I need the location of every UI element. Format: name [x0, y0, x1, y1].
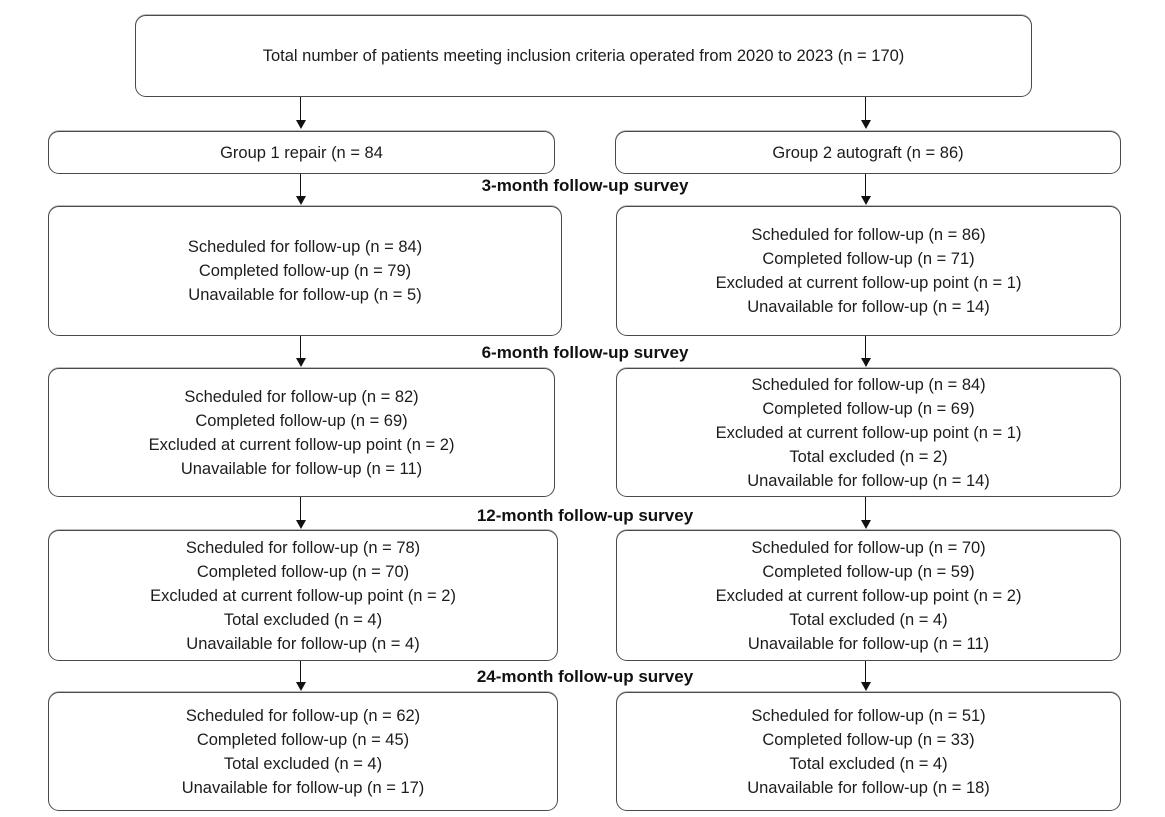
arrow-down-icon	[860, 661, 871, 691]
flow-line: Completed follow-up (n = 71)	[762, 250, 975, 268]
flow-line: Total excluded (n = 4)	[223, 754, 383, 773]
flow-line: Unavailable for follow-up (n = 14)	[747, 471, 990, 490]
stage-label-12-month: 12-month follow-up survey	[476, 506, 694, 525]
arrow-down-icon	[295, 174, 306, 205]
flow-line: Unavailable for follow-up (n = 11)	[747, 634, 990, 653]
stage-24mo-group2-box: Scheduled for follow-up (n = 51) Complet…	[616, 692, 1121, 811]
flow-line: Scheduled for follow-up (n = 62)	[185, 706, 421, 725]
flow-line: Total excluded (n = 4)	[223, 610, 383, 629]
flow-line: Unavailable for follow-up (n = 4)	[186, 634, 420, 653]
total-patients-box: Total number of patients meeting inclusi…	[135, 15, 1032, 97]
arrow-down-icon	[860, 497, 871, 529]
arrow-down-icon	[295, 497, 306, 529]
arrow-down-icon	[295, 661, 306, 691]
flow-line: Scheduled for follow-up (n = 51)	[751, 706, 986, 725]
stage-6mo-group1-box: Scheduled for follow-up (n = 82) Complet…	[48, 368, 555, 497]
group1-repair-box: Group 1 repair (n = 84	[48, 131, 555, 174]
flow-line: Unavailable for follow-up (n = 11)	[180, 459, 423, 478]
flow-line: Completed follow-up (n = 79)	[198, 262, 412, 280]
group2-label: Group 2 autograft (n = 86)	[772, 143, 964, 162]
stage-3mo-group1-box: Scheduled for follow-up (n = 84) Complet…	[48, 206, 562, 336]
flow-line: Excluded at current follow-up point (n =…	[148, 435, 455, 454]
flow-line: Unavailable for follow-up (n = 17)	[181, 778, 425, 797]
flow-line: Scheduled for follow-up (n = 84)	[751, 375, 986, 394]
arrow-down-icon	[860, 174, 871, 205]
flow-line: Completed follow-up (n = 45)	[196, 730, 410, 749]
flow-line: Excluded at current follow-up point (n =…	[715, 423, 1022, 442]
group2-autograft-box: Group 2 autograft (n = 86)	[615, 131, 1121, 174]
arrow-down-icon	[295, 97, 306, 129]
flow-line: Completed follow-up (n = 69)	[762, 399, 975, 418]
flow-line: Scheduled for follow-up (n = 78)	[185, 538, 421, 557]
flow-line: Unavailable for follow-up (n = 18)	[747, 778, 990, 797]
total-patients-text: Total number of patients meeting inclusi…	[262, 47, 905, 65]
arrow-down-icon	[860, 336, 871, 367]
stage-label-6-month: 6-month follow-up survey	[481, 343, 689, 362]
flow-line: Scheduled for follow-up (n = 70)	[751, 538, 986, 557]
flow-line: Unavailable for follow-up (n = 14)	[747, 298, 990, 316]
arrow-down-icon	[295, 336, 306, 367]
arrow-down-icon	[860, 97, 871, 129]
flow-line: Scheduled for follow-up (n = 84)	[187, 238, 423, 256]
flow-line: Completed follow-up (n = 69)	[195, 411, 408, 430]
flow-line: Excluded at current follow-up point (n =…	[715, 586, 1022, 605]
flow-line: Unavailable for follow-up (n = 5)	[188, 286, 422, 304]
stage-label-3-month: 3-month follow-up survey	[481, 176, 689, 195]
flow-line: Excluded at current follow-up point (n =…	[715, 274, 1022, 292]
flow-line: Total excluded (n = 2)	[789, 447, 948, 466]
flow-line: Completed follow-up (n = 33)	[762, 730, 975, 749]
flow-line: Completed follow-up (n = 70)	[196, 562, 410, 581]
flow-line: Excluded at current follow-up point (n =…	[150, 586, 456, 605]
stage-12mo-group2-box: Scheduled for follow-up (n = 70) Complet…	[616, 530, 1121, 661]
flow-line: Total excluded (n = 4)	[789, 754, 948, 773]
flow-line: Scheduled for follow-up (n = 82)	[184, 387, 419, 406]
stage-12mo-group1-box: Scheduled for follow-up (n = 78) Complet…	[48, 530, 558, 661]
group1-label: Group 1 repair (n = 84	[220, 143, 383, 162]
stage-3mo-group2-box: Scheduled for follow-up (n = 86) Complet…	[616, 206, 1121, 336]
flow-line: Completed follow-up (n = 59)	[762, 562, 975, 581]
stage-6mo-group2-box: Scheduled for follow-up (n = 84) Complet…	[616, 368, 1121, 497]
stage-label-24-month: 24-month follow-up survey	[476, 667, 694, 686]
stage-24mo-group1-box: Scheduled for follow-up (n = 62) Complet…	[48, 692, 558, 811]
flow-line: Scheduled for follow-up (n = 86)	[751, 226, 986, 244]
flow-line: Total excluded (n = 4)	[789, 610, 948, 629]
